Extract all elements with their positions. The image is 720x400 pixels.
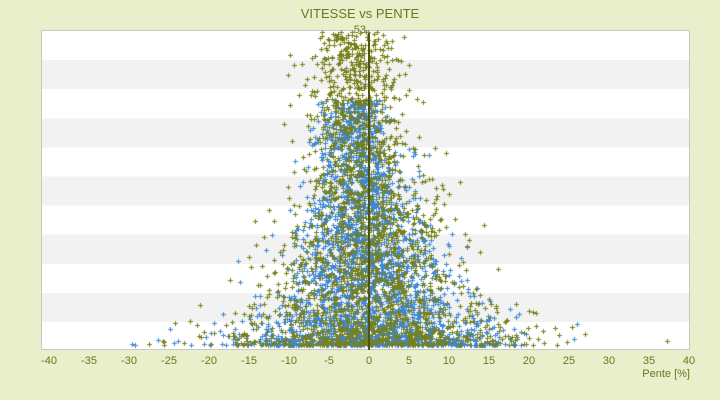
x-tick-label: -20 xyxy=(201,355,217,367)
x-tick-label: 30 xyxy=(602,355,616,367)
x-tick-label: 15 xyxy=(482,355,496,367)
x-tick-label: -30 xyxy=(121,355,137,367)
x-tick-label: 35 xyxy=(642,355,656,367)
x-tick-label: 25 xyxy=(562,355,576,367)
x-tick-label: 10 xyxy=(442,355,456,367)
y-tick-label: 53 xyxy=(353,23,366,36)
y-tick-label: 3 xyxy=(359,338,366,350)
scatter-points-canvas xyxy=(41,30,690,350)
chart-title: VITESSE vs PENTE xyxy=(300,6,420,21)
y-axis-title: Vitesse [km/h] xyxy=(337,202,349,279)
y-tick-label: 8 xyxy=(359,285,366,298)
y-tick-label: 38 xyxy=(353,110,366,123)
x-tick-label: -10 xyxy=(281,355,297,367)
x-tick-label: -5 xyxy=(324,355,334,367)
y-tick-label: 28 xyxy=(353,169,366,181)
y-tick-label: 33 xyxy=(353,139,366,152)
y-tick-label: 43 xyxy=(353,81,366,94)
y-tick-label: 48 xyxy=(353,52,366,65)
zero-axis-line xyxy=(368,33,370,350)
x-tick-label: 5 xyxy=(405,355,413,367)
y-tick-label: 13 xyxy=(353,256,366,269)
x-tick-label: 20 xyxy=(522,355,536,367)
y-tick-label: 18 xyxy=(353,227,366,240)
x-tick-label: -25 xyxy=(161,355,177,367)
x-axis-title: Pente [%] xyxy=(642,368,690,380)
x-tick-label: -40 xyxy=(41,355,57,367)
y-tick-label: 23 xyxy=(353,198,366,211)
x-tick-label: -35 xyxy=(81,355,97,367)
x-tick-label: 40 xyxy=(682,355,696,367)
x-tick-label: 0 xyxy=(365,355,373,367)
x-tick-label: -15 xyxy=(241,355,257,367)
